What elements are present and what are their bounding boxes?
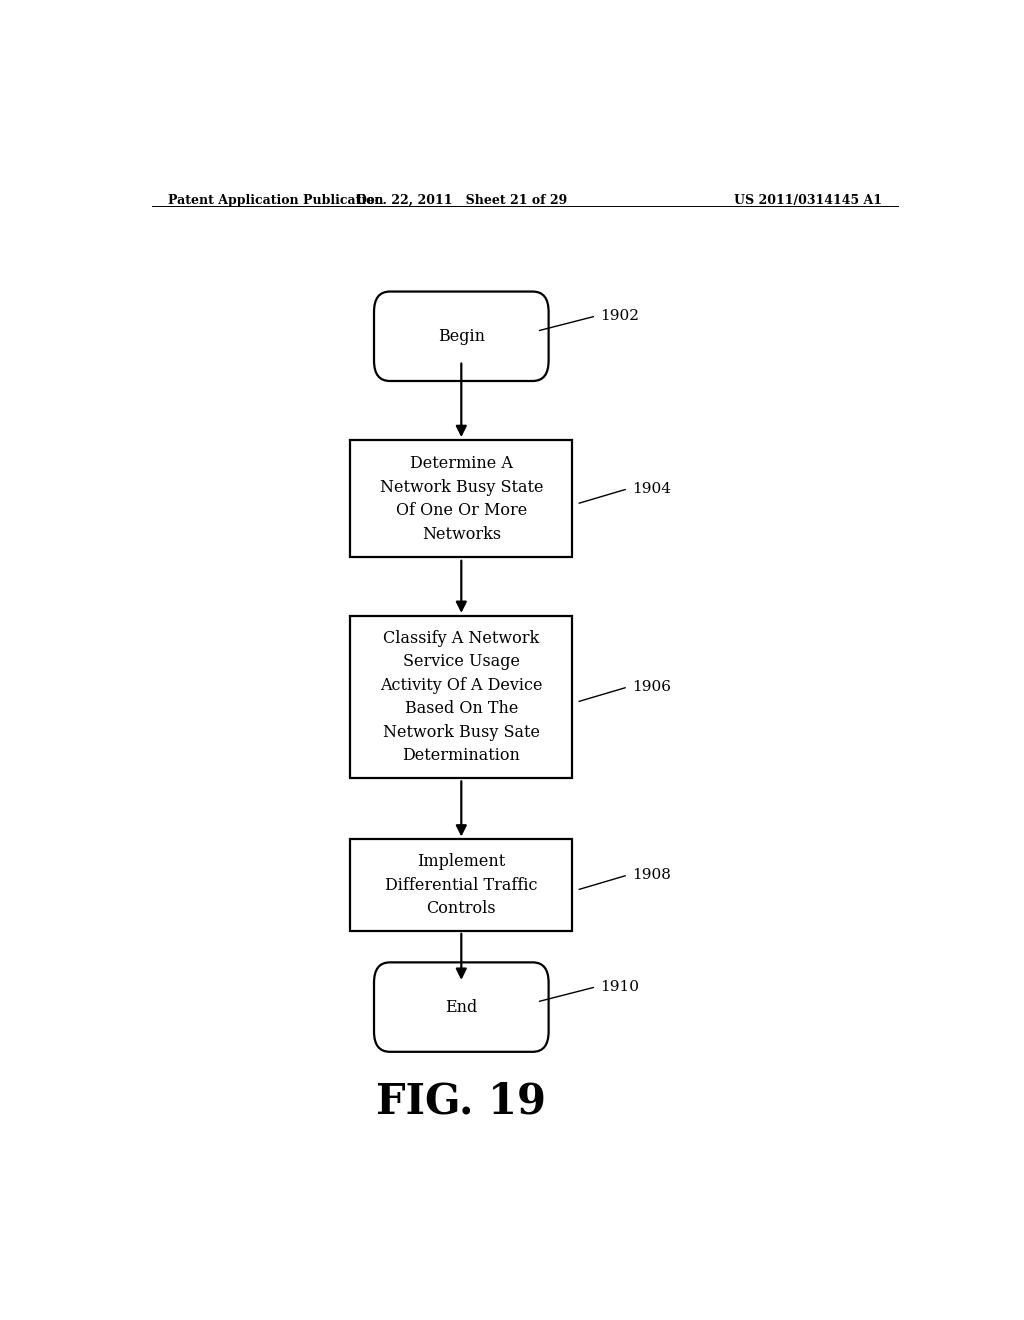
Text: Implement
Differential Traffic
Controls: Implement Differential Traffic Controls [385, 853, 538, 917]
FancyBboxPatch shape [350, 616, 572, 779]
FancyBboxPatch shape [374, 962, 549, 1052]
Text: Patent Application Publication: Patent Application Publication [168, 194, 383, 207]
Text: 1908: 1908 [632, 869, 671, 882]
Text: Dec. 22, 2011   Sheet 21 of 29: Dec. 22, 2011 Sheet 21 of 29 [355, 194, 567, 207]
FancyBboxPatch shape [350, 441, 572, 557]
Text: End: End [445, 999, 477, 1015]
Text: 1910: 1910 [600, 979, 639, 994]
Text: Begin: Begin [438, 327, 484, 345]
Text: 1902: 1902 [600, 309, 639, 323]
Text: 1904: 1904 [632, 482, 671, 496]
FancyBboxPatch shape [374, 292, 549, 381]
Text: Determine A
Network Busy State
Of One Or More
Networks: Determine A Network Busy State Of One Or… [380, 455, 543, 543]
Text: 1906: 1906 [632, 680, 671, 694]
Text: Classify A Network
Service Usage
Activity Of A Device
Based On The
Network Busy : Classify A Network Service Usage Activit… [380, 630, 543, 764]
Text: FIG. 19: FIG. 19 [376, 1081, 547, 1122]
FancyBboxPatch shape [350, 840, 572, 931]
Text: US 2011/0314145 A1: US 2011/0314145 A1 [734, 194, 882, 207]
